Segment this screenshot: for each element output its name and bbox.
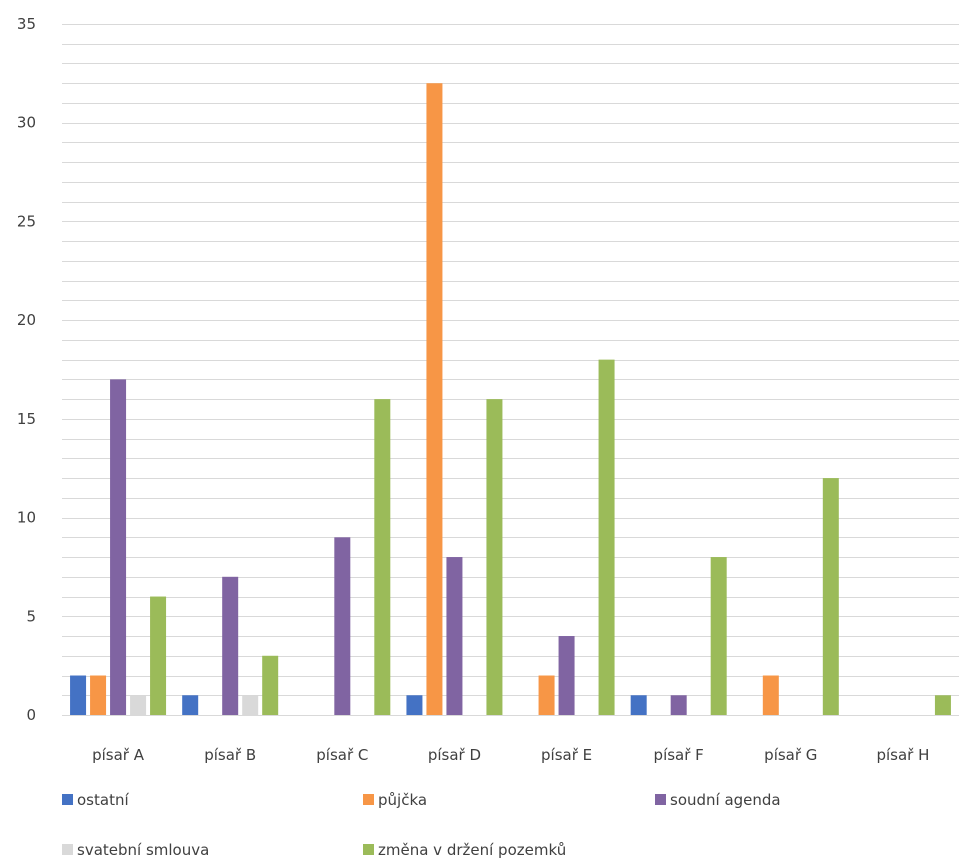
y-tick-label: 15 bbox=[17, 410, 36, 428]
bar bbox=[670, 695, 687, 715]
y-tick-label: 25 bbox=[17, 212, 36, 230]
y-axis-ticks: 0 5 10 15 20 25 30 35 bbox=[17, 15, 36, 724]
bar bbox=[242, 695, 259, 715]
bar bbox=[374, 399, 391, 715]
legend-label: svatební smlouva bbox=[77, 841, 209, 859]
legend-label: změna v držení pozemků bbox=[378, 841, 566, 859]
x-tick-label: písař F bbox=[654, 746, 704, 764]
legend-swatch bbox=[363, 794, 374, 805]
bar bbox=[710, 557, 727, 715]
bar bbox=[934, 695, 951, 715]
x-tick-label: písař H bbox=[876, 746, 929, 764]
legend-label: ostatní bbox=[77, 791, 129, 809]
bar bbox=[558, 636, 575, 715]
bar bbox=[762, 675, 779, 715]
legend-item: ostatní bbox=[62, 791, 129, 809]
bar bbox=[130, 695, 147, 715]
bar bbox=[222, 576, 239, 715]
legend-swatch bbox=[363, 844, 374, 855]
bar bbox=[406, 695, 423, 715]
bar bbox=[822, 478, 839, 715]
bar bbox=[182, 695, 199, 715]
x-tick-label: písař A bbox=[92, 746, 145, 764]
legend-swatch bbox=[62, 794, 73, 805]
legend-swatch bbox=[62, 844, 73, 855]
y-tick-label: 35 bbox=[17, 15, 36, 33]
legend-item: změna v držení pozemků bbox=[363, 841, 566, 859]
bar bbox=[426, 83, 443, 715]
bar bbox=[486, 399, 503, 715]
legend: ostatní půjčka soudní agenda svatební smlou… bbox=[62, 791, 781, 859]
bar bbox=[70, 675, 87, 715]
x-tick-label: písař G bbox=[764, 746, 817, 764]
x-axis-labels: písař A písař B písař C písař D písař E písař… bbox=[92, 746, 929, 764]
legend-swatch bbox=[655, 794, 666, 805]
legend-item: svatební smlouva bbox=[62, 841, 209, 859]
y-tick-label: 0 bbox=[26, 706, 36, 724]
bar bbox=[446, 557, 463, 715]
x-tick-label: písař C bbox=[316, 746, 368, 764]
y-tick-label: 20 bbox=[17, 311, 36, 329]
bar bbox=[110, 379, 127, 715]
x-tick-label: písař D bbox=[428, 746, 481, 764]
legend-label: soudní agenda bbox=[670, 791, 781, 809]
bar bbox=[262, 655, 279, 715]
bar bbox=[630, 695, 647, 715]
legend-item: soudní agenda bbox=[655, 791, 781, 809]
gridlines bbox=[62, 24, 959, 696]
x-tick-label: písař E bbox=[541, 746, 592, 764]
y-tick-label: 5 bbox=[26, 607, 36, 625]
y-tick-label: 10 bbox=[17, 509, 36, 527]
bar bbox=[598, 359, 615, 715]
bar bbox=[538, 675, 555, 715]
y-tick-label: 30 bbox=[17, 114, 36, 132]
bar bbox=[334, 537, 351, 715]
x-tick-label: písař B bbox=[204, 746, 256, 764]
bar bbox=[90, 675, 107, 715]
bars bbox=[70, 83, 951, 715]
legend-label: půjčka bbox=[378, 791, 427, 809]
legend-item: půjčka bbox=[363, 791, 427, 809]
bar bbox=[150, 596, 167, 715]
